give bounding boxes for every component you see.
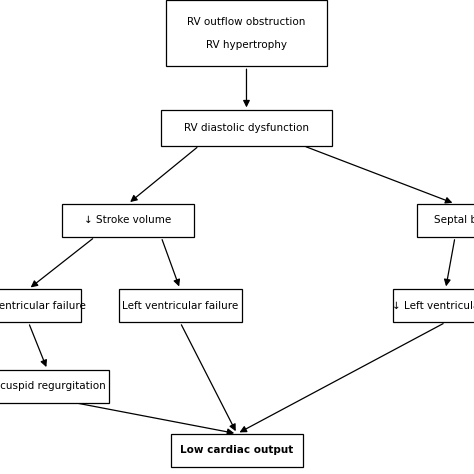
FancyBboxPatch shape <box>62 204 194 237</box>
FancyBboxPatch shape <box>417 204 474 237</box>
FancyBboxPatch shape <box>0 370 109 403</box>
FancyBboxPatch shape <box>393 289 474 322</box>
Text: RV diastolic dysfunction: RV diastolic dysfunction <box>184 123 309 133</box>
Text: ght ventricular failure: ght ventricular failure <box>0 301 85 311</box>
Text: Tricuspid regurgitation: Tricuspid regurgitation <box>0 381 106 392</box>
FancyBboxPatch shape <box>118 289 242 322</box>
Text: Left ventricular failure: Left ventricular failure <box>122 301 238 311</box>
Text: Low cardiac output: Low cardiac output <box>181 445 293 456</box>
FancyBboxPatch shape <box>161 110 332 146</box>
FancyBboxPatch shape <box>171 434 303 467</box>
FancyBboxPatch shape <box>0 289 81 322</box>
FancyBboxPatch shape <box>166 0 327 66</box>
Text: ↓ Left ventricular fill: ↓ Left ventricular fill <box>392 301 474 311</box>
Text: Septal b: Septal b <box>434 215 474 226</box>
Text: ↓ Stroke volume: ↓ Stroke volume <box>84 215 172 226</box>
Text: RV outflow obstruction

RV hypertrophy: RV outflow obstruction RV hypertrophy <box>187 17 306 50</box>
